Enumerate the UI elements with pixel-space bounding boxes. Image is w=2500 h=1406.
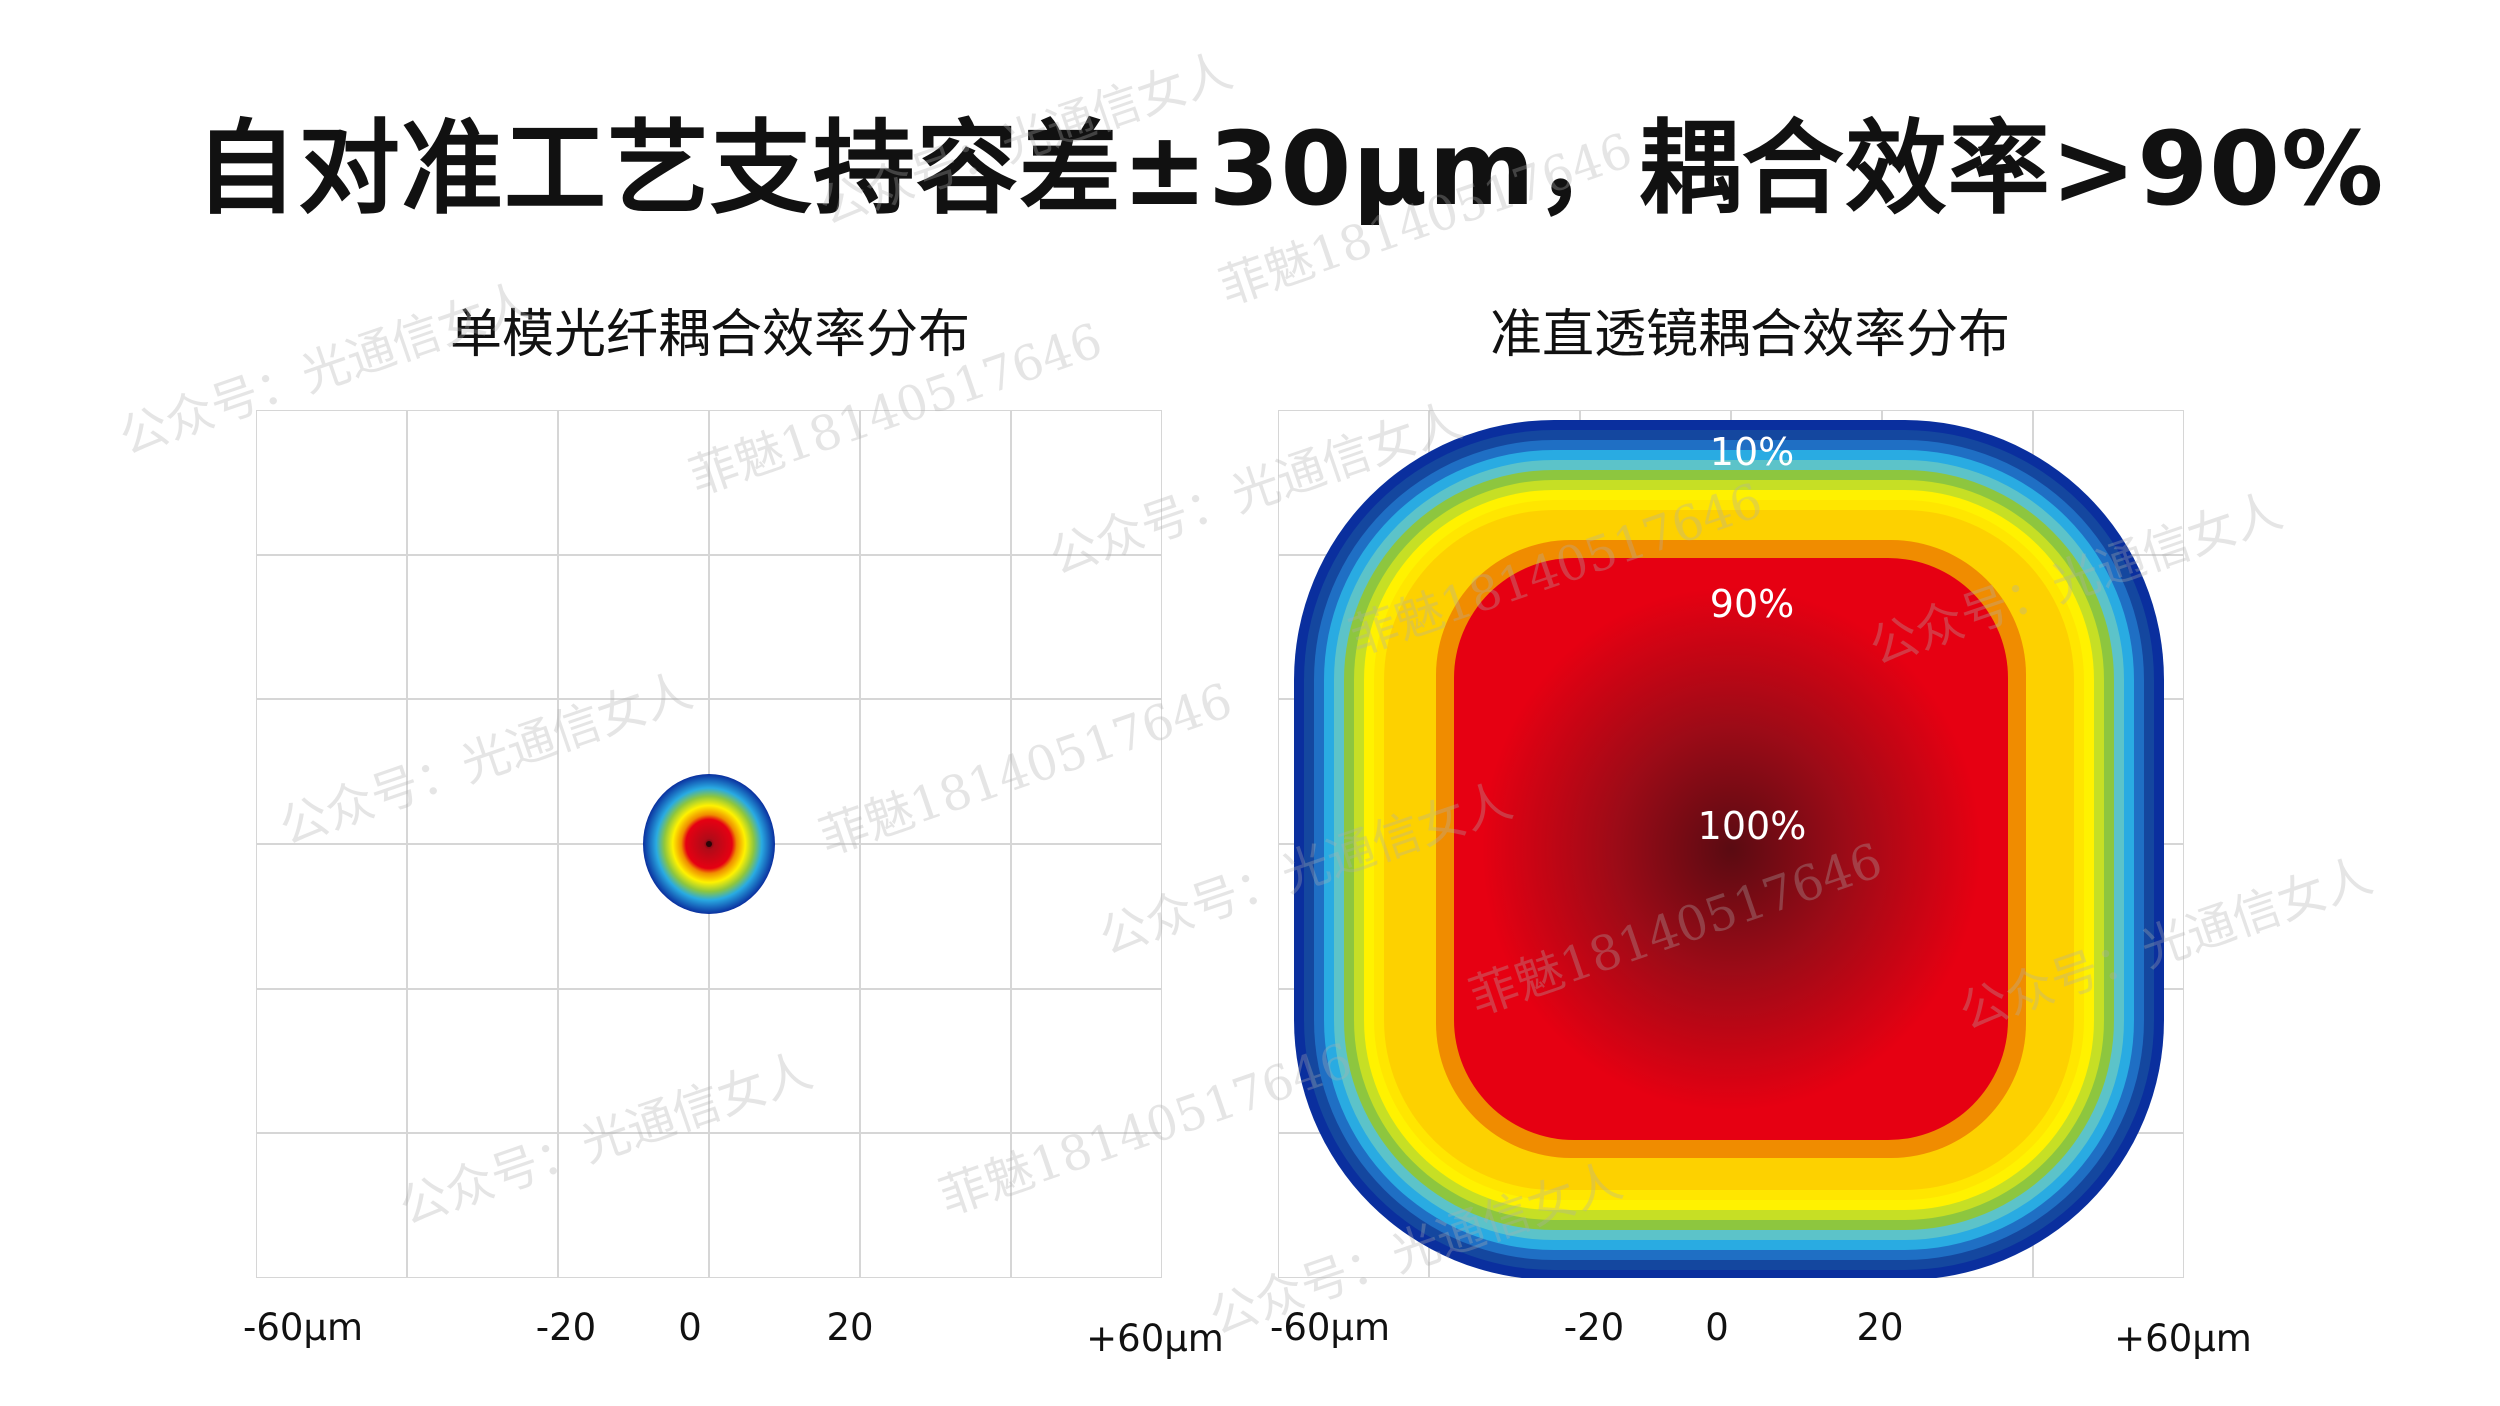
single-mode-fiber-plot <box>256 410 1162 1278</box>
right-tick-pos20: 20 <box>1856 1306 1904 1349</box>
left-tick-pos20: 20 <box>826 1306 874 1349</box>
right-tick-pos60: +60μm <box>2114 1317 2252 1360</box>
red-core-region <box>1454 558 2008 1140</box>
left-tick-pos60: +60μm <box>1086 1317 1224 1360</box>
efficiency-contour-bands <box>1294 420 2164 1278</box>
left-tick-neg20: -20 <box>535 1306 597 1349</box>
right-panel-title: 准直透镜耦合效率分布 <box>1489 305 2010 365</box>
right-tick-neg20: -20 <box>1563 1306 1625 1349</box>
contour-label-10: 10% <box>1709 430 1795 474</box>
slide-title: 自对准工艺支持容差±30μm，耦合效率>90% <box>195 110 2385 229</box>
left-panel-title: 单模光纤耦合效率分布 <box>449 305 970 365</box>
left-tick-zero: 0 <box>678 1306 702 1349</box>
right-tick-neg60: -60μm <box>1269 1306 1391 1349</box>
collimating-lens-plot <box>1278 410 2184 1278</box>
spot-center-dot <box>706 841 712 847</box>
contour-label-100: 100% <box>1697 804 1807 848</box>
right-tick-zero: 0 <box>1705 1306 1729 1349</box>
contour-label-90: 90% <box>1709 582 1795 626</box>
left-tick-neg60: -60μm <box>242 1306 364 1349</box>
